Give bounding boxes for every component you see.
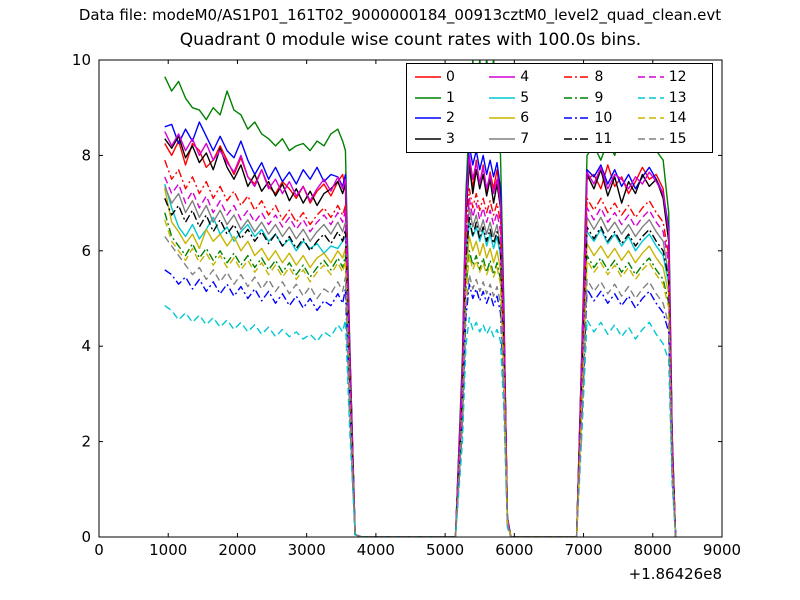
series-line-7 [164, 186, 677, 537]
series-line-11 [164, 198, 677, 537]
legend-line-swatch-7 [488, 134, 516, 144]
legend-label-6: 6 [520, 110, 530, 127]
y-tick-label-2: 2 [81, 433, 91, 451]
legend-label-7: 7 [520, 130, 530, 147]
series-line-6 [164, 188, 677, 537]
legend-entry-0[interactable]: 0 [411, 67, 485, 88]
legend-label-3: 3 [446, 130, 455, 147]
legend-entry-4[interactable]: 4 [485, 67, 559, 88]
legend-line-swatch-1 [414, 93, 442, 103]
legend-entry-8[interactable]: 8 [560, 67, 634, 88]
legend-line-swatch-4 [488, 72, 516, 82]
legend-entry-7[interactable]: 7 [485, 129, 559, 150]
legend-line-swatch-5 [488, 93, 516, 103]
legend-label-9: 9 [594, 89, 604, 106]
legend-label-5: 5 [520, 89, 530, 106]
x-tick-label-1000: 1000 [149, 541, 187, 559]
legend-line-swatch-10 [563, 113, 591, 123]
legend-line-swatch-6 [488, 113, 516, 123]
legend-line-swatch-2 [414, 113, 442, 123]
x-tick-label-0: 0 [94, 541, 104, 559]
series-line-4 [164, 131, 677, 537]
y-tick-label-4: 4 [81, 337, 91, 355]
x-tick-label-3000: 3000 [288, 541, 326, 559]
legend-label-12: 12 [668, 69, 687, 86]
y-tick-label-8: 8 [81, 146, 91, 164]
legend-line-swatch-12 [637, 72, 665, 82]
legend-line-swatch-13 [637, 93, 665, 103]
x-tick-label-8000: 8000 [634, 541, 672, 559]
series-line-8 [164, 159, 677, 537]
series-line-13 [164, 305, 677, 537]
legend-line-swatch-0 [414, 72, 442, 82]
legend-entry-1[interactable]: 1 [411, 88, 485, 109]
y-tick-label-0: 0 [81, 528, 91, 546]
legend-label-15: 15 [668, 130, 687, 147]
legend-line-swatch-11 [563, 134, 591, 144]
legend-label-11: 11 [594, 130, 613, 147]
x-tick-label-9000: 9000 [703, 541, 741, 559]
x-tick-label-7000: 7000 [564, 541, 602, 559]
legend-entry-15[interactable]: 15 [634, 129, 708, 150]
legend-entry-9[interactable]: 9 [560, 88, 634, 109]
series-line-15 [164, 236, 677, 537]
series-line-9 [164, 212, 677, 537]
series-line-3 [164, 135, 677, 537]
data-file-suptitle: Data file: modeM0/AS1P01_161T02_90000001… [78, 6, 722, 24]
legend-line-swatch-9 [563, 93, 591, 103]
x-tick-label-6000: 6000 [495, 541, 533, 559]
x-axis-offset-label: +1.86426e8 [629, 565, 722, 583]
legend-label-4: 4 [520, 69, 530, 86]
legend-label-13: 13 [668, 89, 687, 106]
legend-entry-13[interactable]: 13 [634, 88, 708, 109]
legend-entry-10[interactable]: 10 [560, 108, 634, 129]
legend-entry-3[interactable]: 3 [411, 129, 485, 150]
x-tick-label-5000: 5000 [426, 541, 464, 559]
legend-entry-2[interactable]: 2 [411, 108, 485, 129]
legend-line-swatch-14 [637, 113, 665, 123]
legend-label-10: 10 [594, 110, 613, 127]
legend-label-2: 2 [446, 110, 455, 127]
legend[interactable]: 0 1 2 3 4 5 6 7 8 9 10 11 12 13 14 15 [406, 63, 713, 153]
legend-label-1: 1 [446, 89, 455, 106]
series-line-10 [164, 269, 677, 537]
legend-label-14: 14 [668, 110, 687, 127]
plot-title: Quadrant 0 module wise count rates with … [179, 30, 642, 50]
x-tick-label-2000: 2000 [218, 541, 256, 559]
axes-frame [98, 59, 723, 538]
legend-line-swatch-15 [637, 134, 665, 144]
legend-entry-5[interactable]: 5 [485, 88, 559, 109]
legend-label-0: 0 [446, 69, 455, 86]
y-tick-label-6: 6 [81, 242, 91, 260]
legend-entry-12[interactable]: 12 [634, 67, 708, 88]
legend-entry-11[interactable]: 11 [560, 129, 634, 150]
legend-entry-6[interactable]: 6 [485, 108, 559, 129]
y-tick-label-10: 10 [72, 51, 91, 69]
legend-label-8: 8 [594, 69, 604, 86]
x-tick-label-4000: 4000 [357, 541, 395, 559]
series-line-14 [164, 219, 677, 537]
legend-line-swatch-8 [563, 72, 591, 82]
legend-entry-14[interactable]: 14 [634, 108, 708, 129]
series-line-5 [164, 183, 677, 537]
legend-line-swatch-3 [414, 134, 442, 144]
